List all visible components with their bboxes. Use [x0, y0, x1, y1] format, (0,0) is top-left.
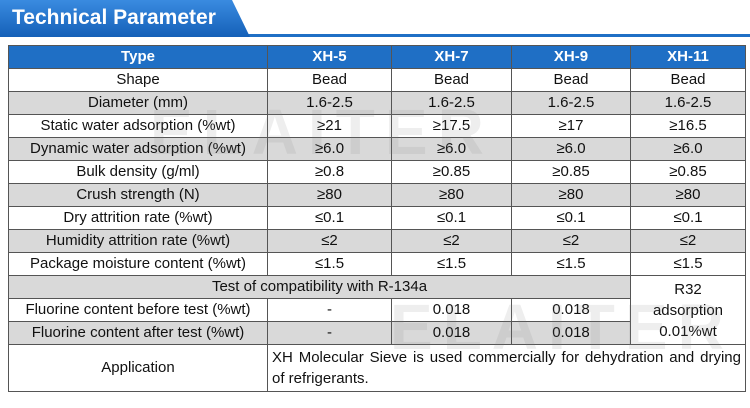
cell: ≥80 [630, 183, 746, 207]
banner-shape [0, 0, 250, 37]
compat-row: Fluorine content before test (%wt) -0.018… [8, 298, 746, 322]
cell: Dynamic water adsorption (%wt) [8, 137, 268, 161]
column-header: XH-9 [511, 45, 631, 69]
cell: ≤0.1 [630, 206, 746, 230]
cell: Bead [391, 68, 512, 92]
cell: ≥6.0 [267, 137, 392, 161]
title: Technical Parameter [12, 6, 216, 29]
cell: Fluorine content after test (%wt) [8, 321, 268, 345]
application-text: XH Molecular Sieve is used commercially … [267, 344, 746, 392]
application-row: Application XH Molecular Sieve is used co… [8, 344, 746, 392]
row: Diameter (mm) 1.6-2.5 1.6-2.5 1.6-2.5 1.6-2.… [8, 91, 746, 115]
cell: 1.6-2.5 [391, 91, 512, 115]
cell: ≤0.1 [391, 206, 512, 230]
cell: ≥0.85 [630, 160, 746, 184]
application-label: Application [8, 344, 268, 392]
banner [0, 0, 750, 37]
cell: ≤0.1 [267, 206, 392, 230]
cell: ≥0.8 [267, 160, 392, 184]
cell: 0.018 [511, 298, 631, 322]
cell: ≥80 [267, 183, 392, 207]
cell: ≥0.85 [511, 160, 631, 184]
cell: ≥0.85 [391, 160, 512, 184]
cell: Package moisture content (%wt) [8, 252, 268, 276]
cell: ≤0.1 [511, 206, 631, 230]
cell: ≥80 [511, 183, 631, 207]
cell: Bulk density (g/ml) [8, 160, 268, 184]
column-header: XH-5 [267, 45, 392, 69]
cell: - [267, 298, 392, 322]
cell: ≥6.0 [391, 137, 512, 161]
cell: Dry attrition rate (%wt) [8, 206, 268, 230]
cell: 0.018 [511, 321, 631, 345]
cell: Shape [8, 68, 268, 92]
row: Dry attrition rate (%wt) ≤0.1 ≤0.1 ≤0.1 ≤0.1 [8, 206, 746, 230]
compat-note: R32 adsorption 0.01%wt [630, 275, 746, 345]
column-header: XH-11 [630, 45, 746, 69]
cell: Bead [267, 68, 392, 92]
cell: ≥16.5 [630, 114, 746, 138]
cell: 1.6-2.5 [267, 91, 392, 115]
cell: ≤1.5 [511, 252, 631, 276]
cell: ≥6.0 [511, 137, 631, 161]
row: Static water adsorption (%wt) ≥21 ≥17.5 ≥17… [8, 114, 746, 138]
cell: ≤1.5 [267, 252, 392, 276]
cell: ≥6.0 [630, 137, 746, 161]
row: Crush strength (N) ≥80 ≥80 ≥80 ≥80 [8, 183, 746, 207]
parameter-table: Type XH-5 XH-7 XH-9 XH-11 Shape Bead Bead Bead Be… [8, 45, 746, 392]
cell: Humidity attrition rate (%wt) [8, 229, 268, 253]
cell: 1.6-2.5 [511, 91, 631, 115]
note-line: adsorption [652, 301, 724, 319]
cell: ≤2 [630, 229, 746, 253]
cell: Bead [630, 68, 746, 92]
cell: ≤2 [511, 229, 631, 253]
header-row: Type XH-5 XH-7 XH-9 XH-11 [8, 45, 746, 69]
cell: Static water adsorption (%wt) [8, 114, 268, 138]
cell: ≤2 [267, 229, 392, 253]
compat-row: Fluorine content after test (%wt) -0.018 0… [8, 321, 746, 345]
cell: - [267, 321, 392, 345]
cell: ≤1.5 [630, 252, 746, 276]
cell: Crush strength (N) [8, 183, 268, 207]
cell: Fluorine content before test (%wt) [8, 298, 268, 322]
column-header: XH-7 [391, 45, 512, 69]
row: Shape Bead Bead Bead Bead [8, 68, 746, 92]
cell: ≤2 [391, 229, 512, 253]
cell: ≥80 [391, 183, 512, 207]
note-line: R32 [674, 280, 702, 298]
column-header: Type [8, 45, 268, 69]
cell: ≤1.5 [391, 252, 512, 276]
compat-title: Test of compatibility with R-134a [8, 275, 631, 299]
banner-line [0, 34, 750, 37]
cell: 0.018 [391, 321, 512, 345]
row: Dynamic water adsorption (%wt) ≥6.0 ≥6.0 ≥6… [8, 137, 746, 161]
cell: ≥21 [267, 114, 392, 138]
compat-title-row: Test of compatibility with R-134a R32 adso… [8, 275, 746, 345]
cell: ≥17 [511, 114, 631, 138]
cell: Bead [511, 68, 631, 92]
cell: 0.018 [391, 298, 512, 322]
cell: 1.6-2.5 [630, 91, 746, 115]
note-line: 0.01%wt [659, 322, 717, 340]
cell: Diameter (mm) [8, 91, 268, 115]
row: Bulk density (g/ml) ≥0.8 ≥0.85 ≥0.85 ≥0.85 [8, 160, 746, 184]
row: Package moisture content (%wt) ≤1.5 ≤1.5 ≤1… [8, 252, 746, 276]
cell: ≥17.5 [391, 114, 512, 138]
row: Humidity attrition rate (%wt) ≤2 ≤2 ≤2 ≤2 [8, 229, 746, 253]
